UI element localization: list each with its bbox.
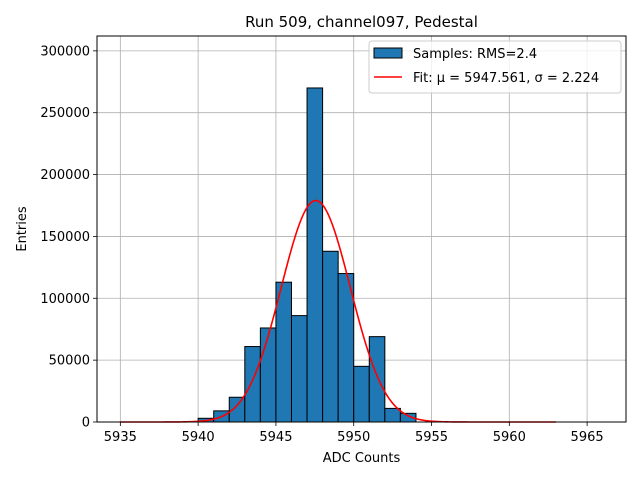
plot-frame — [96, 35, 627, 423]
legend-label-samples: Samples: RMS=2.4 — [413, 47, 537, 62]
histogram-bar — [244, 346, 261, 423]
histogram-bar — [306, 87, 324, 423]
y-tick-label: 150000 — [40, 230, 90, 245]
y-tick-label: 100000 — [40, 292, 90, 307]
histogram-bar — [337, 273, 355, 423]
axis-ticks: 5935 5940 5945 5950 5955 5960 5965 0 50000 100000… — [40, 44, 603, 445]
histogram-bar — [259, 327, 277, 423]
x-tick-label: 5955 — [415, 430, 448, 445]
histogram-bar — [368, 336, 386, 423]
y-tick-label: 50000 — [49, 354, 90, 369]
histogram-bar — [322, 250, 339, 423]
histogram-bar — [290, 315, 308, 423]
histogram-bar — [353, 365, 370, 423]
y-tick-label: 0 — [82, 416, 90, 431]
legend-label-fit: Fit: μ = 5947.561, σ = 2.224 — [413, 71, 599, 86]
chart-title: Run 509, channel097, Pedestal — [245, 13, 478, 31]
x-tick-label: 5950 — [337, 430, 370, 445]
y-tick-label: 250000 — [40, 106, 90, 121]
x-tick-label: 5960 — [493, 430, 526, 445]
legend-swatch-samples — [373, 47, 403, 59]
legend: Samples: RMS=2.4 Fit: μ = 5947.561, σ = … — [368, 40, 622, 94]
x-tick-label: 5945 — [259, 430, 292, 445]
y-tick-label: 300000 — [40, 44, 90, 59]
y-tick-label: 200000 — [40, 168, 90, 183]
histogram-bars — [197, 87, 417, 423]
x-axis-label: ADC Counts — [323, 451, 401, 466]
x-tick-label: 5940 — [182, 430, 215, 445]
y-axis-label: Entries — [15, 206, 30, 252]
histogram-bar — [275, 281, 292, 423]
x-tick-label: 5965 — [571, 430, 604, 445]
x-tick-label: 5935 — [104, 430, 137, 445]
histogram-bar — [384, 407, 401, 423]
legend-box — [368, 40, 622, 94]
